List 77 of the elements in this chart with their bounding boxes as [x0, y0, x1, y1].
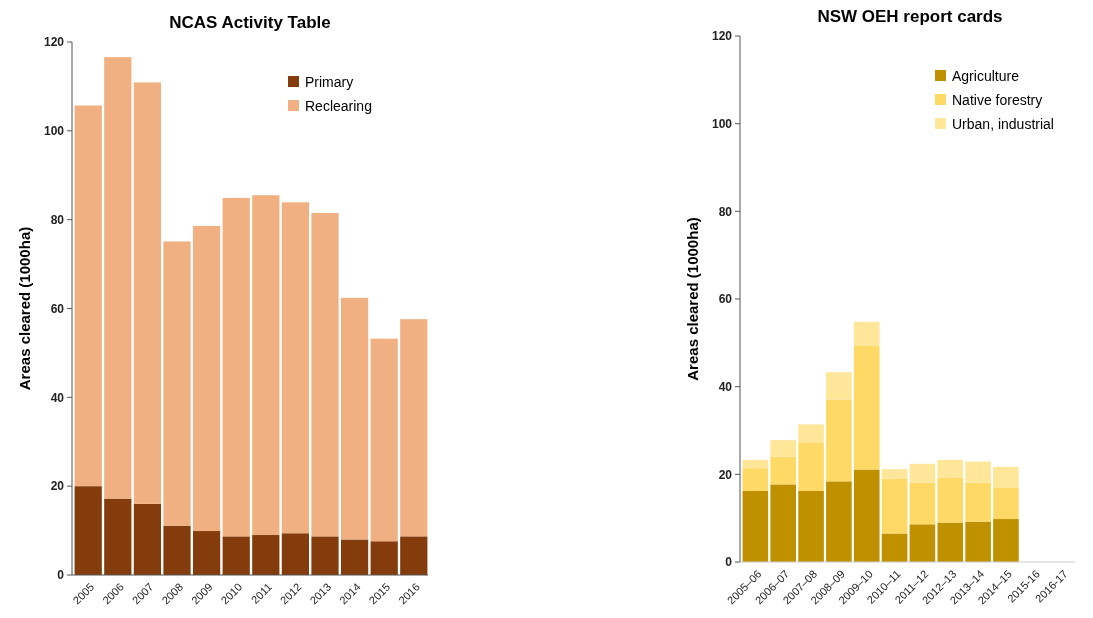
bar	[742, 459, 769, 469]
bar	[909, 463, 936, 483]
bar	[281, 533, 310, 575]
y-tick-label: 0	[725, 555, 733, 570]
bar	[742, 490, 769, 562]
bar	[965, 521, 991, 562]
bar	[965, 482, 991, 522]
bar	[881, 478, 908, 534]
bar	[798, 442, 824, 491]
bar	[909, 524, 936, 562]
bar	[222, 197, 250, 537]
bar	[281, 202, 310, 534]
legend-label: Urban, industrial	[952, 115, 1054, 132]
bar	[881, 533, 908, 562]
bar	[993, 487, 1019, 520]
bar	[909, 482, 936, 525]
bar	[770, 440, 797, 457]
bar	[826, 481, 852, 562]
legend-label: Native forestry	[952, 91, 1043, 108]
bar	[826, 399, 852, 482]
legend-label: Primary	[305, 73, 354, 90]
y-tick-label: 20	[718, 467, 733, 482]
y-tick-label: 120	[711, 29, 733, 44]
bar	[104, 498, 132, 575]
bar	[937, 477, 964, 523]
y-tick-label: 100	[711, 116, 733, 131]
bar	[311, 213, 339, 537]
bar	[937, 522, 964, 562]
bar	[252, 535, 280, 575]
bar	[853, 469, 880, 562]
bar	[853, 321, 880, 346]
bar	[770, 484, 797, 562]
bar	[104, 57, 132, 499]
y-tick-label: 60	[718, 292, 733, 307]
y-tick-label: 40	[718, 379, 733, 394]
bar	[340, 297, 369, 540]
legend-label: Reclearing	[305, 97, 372, 114]
bar	[133, 503, 162, 575]
y-axis-title: Areas cleared (1000ha)	[16, 226, 33, 391]
bar	[798, 490, 824, 562]
bar	[742, 468, 769, 491]
bar	[400, 319, 428, 537]
y-tick-label: 20	[50, 479, 65, 494]
bar	[937, 459, 964, 478]
y-axis-title: Areas cleared (1000ha)	[684, 217, 701, 381]
bar	[74, 105, 102, 487]
bar	[370, 338, 398, 542]
bar	[222, 536, 250, 575]
bar	[881, 469, 908, 479]
bar	[400, 536, 428, 575]
y-tick-label: 80	[50, 212, 65, 227]
y-tick-label: 80	[718, 204, 733, 219]
bar	[770, 456, 797, 485]
bar	[853, 345, 880, 470]
bar	[311, 536, 339, 575]
bar	[993, 519, 1019, 562]
bar	[252, 195, 280, 536]
bar	[74, 486, 102, 575]
y-tick-label: 40	[50, 390, 65, 405]
bar	[192, 225, 221, 532]
bar	[163, 241, 191, 526]
y-tick-label: 60	[50, 301, 65, 316]
bar	[993, 466, 1019, 488]
bar	[133, 82, 162, 504]
bar	[340, 539, 369, 575]
legend-label: Agriculture	[952, 67, 1020, 84]
bar	[798, 424, 824, 443]
bar	[370, 541, 398, 575]
y-tick-label: 0	[57, 568, 65, 583]
y-tick-label: 120	[43, 35, 65, 50]
y-tick-label: 100	[43, 124, 65, 139]
bar	[965, 461, 991, 483]
bar	[826, 372, 852, 400]
bar	[192, 531, 221, 575]
bar	[163, 525, 191, 575]
chart-title: NSW OEH report cards	[817, 7, 1003, 26]
chart-title: NCAS Activity Table	[169, 13, 331, 32]
